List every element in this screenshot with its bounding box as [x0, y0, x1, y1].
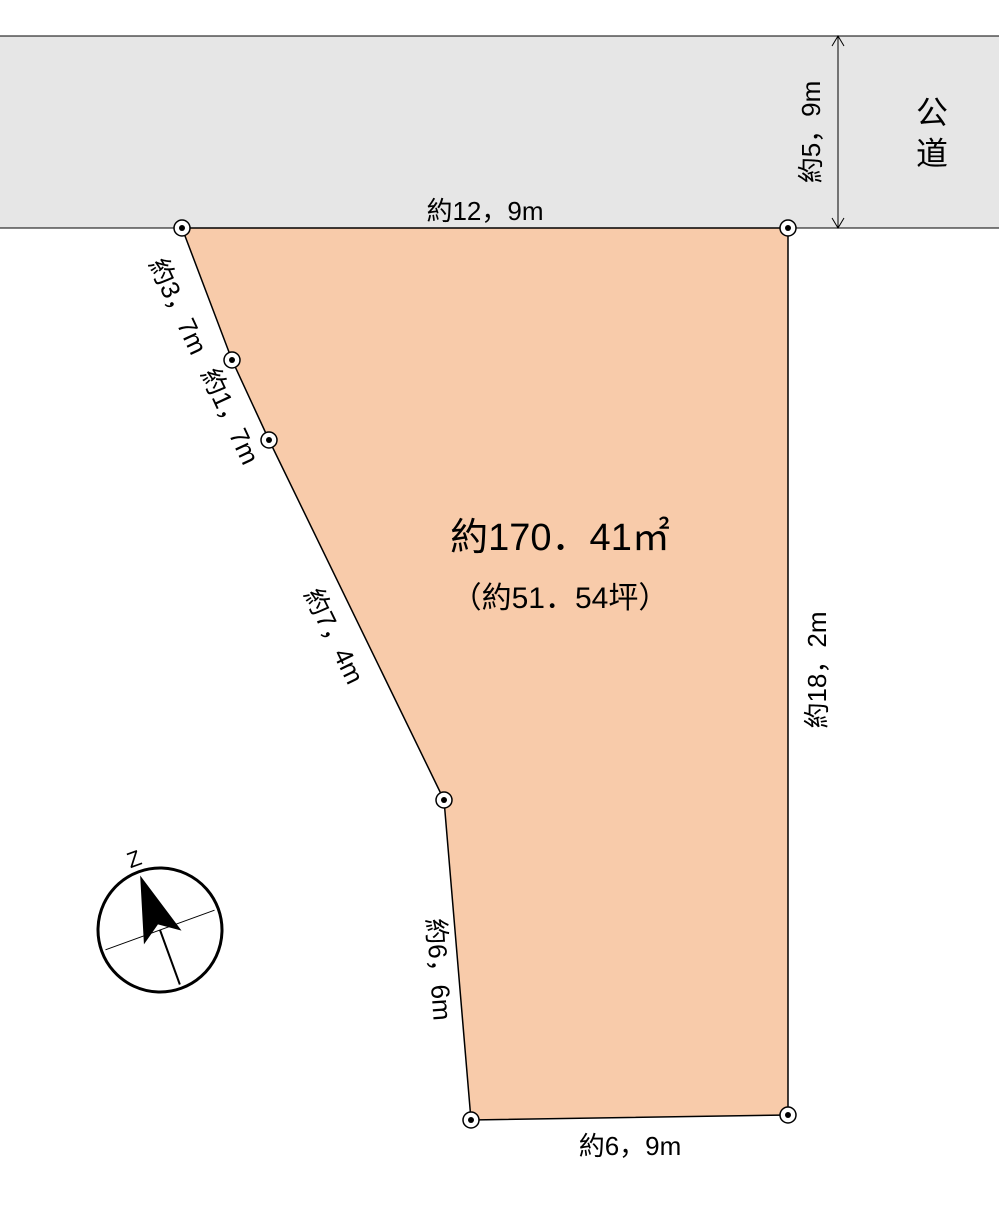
plot-diagram: 約5，9m 公 道 約12，9m 約18，2m 約6，9m 約3，7m 約1，7… [0, 0, 999, 1215]
land-plot-polygon [182, 228, 788, 1120]
road-label: 公 道 [912, 96, 948, 169]
area-main: 約170．41㎡ [450, 517, 670, 559]
area-sub: （約51．54坪） [452, 582, 669, 615]
dim-right-edge: 約18，2m [802, 611, 832, 728]
svg-text:Z: Z [124, 845, 145, 873]
dim-bottom-edge: 約6，9m [579, 1131, 682, 1161]
dim-top-edge: 約12，9m [426, 196, 543, 226]
compass-icon: Z [72, 826, 240, 1009]
svg-text:約5，9m: 約5，9m [796, 81, 826, 184]
dim-left-seg4: 約6，6m [420, 917, 457, 1021]
